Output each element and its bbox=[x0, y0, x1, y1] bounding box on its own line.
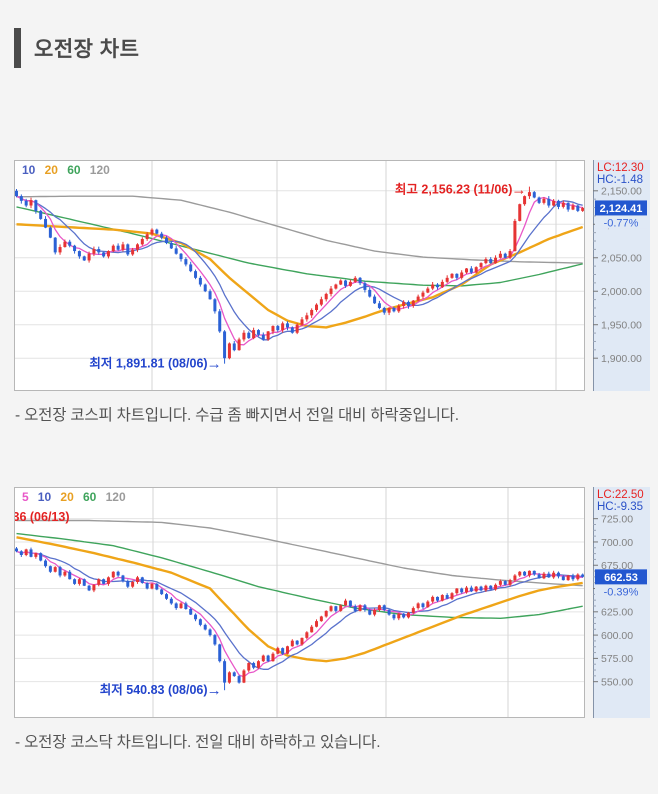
svg-text:600.00: 600.00 bbox=[601, 630, 633, 642]
kosdaq-caption: - 오전장 코스닥 차트입니다. 전일 대비 하락하고 있습니다. bbox=[15, 734, 381, 751]
svg-text:2,050.00: 2,050.00 bbox=[601, 253, 642, 265]
svg-text:550.00: 550.00 bbox=[601, 676, 633, 688]
svg-text:1,950.00: 1,950.00 bbox=[601, 320, 642, 332]
svg-text:120: 120 bbox=[106, 490, 126, 504]
svg-text:LC:22.50: LC:22.50 bbox=[597, 489, 644, 501]
kospi-candlestick-chart: →최고 2,156.23 (11/06)→최저 1,891.81 (08/06)… bbox=[14, 160, 650, 391]
svg-text:HC:-9.35: HC:-9.35 bbox=[597, 501, 643, 513]
svg-text:HC:-1.48: HC:-1.48 bbox=[597, 174, 643, 186]
kospi-caption: - 오전장 코스피 차트입니다. 수급 좀 빠지면서 전일 대비 하락중입니다. bbox=[15, 407, 459, 424]
svg-text:625.00: 625.00 bbox=[601, 607, 633, 619]
svg-text:2,000.00: 2,000.00 bbox=[601, 286, 642, 298]
svg-text:-0.77%: -0.77% bbox=[604, 217, 639, 229]
title-accent-bar bbox=[14, 28, 21, 68]
svg-text:1,900.00: 1,900.00 bbox=[601, 353, 642, 365]
svg-text:120: 120 bbox=[90, 163, 110, 177]
page-title-block: 오전장 차트 bbox=[14, 28, 139, 68]
page-title: 오전장 차트 bbox=[34, 38, 140, 61]
svg-text:-0.39%: -0.39% bbox=[604, 586, 639, 598]
svg-text:60: 60 bbox=[83, 490, 97, 504]
kosdaq-chart-figure: 36 (06/13) → 최저 540.83 (08/06) 5 10 20 60 120 72… bbox=[14, 487, 650, 718]
kosdaq-candlestick-chart: 36 (06/13) →최저 540.83 (08/06) 5 10 20 60 120 72… bbox=[14, 487, 650, 718]
svg-text:LC:12.30: LC:12.30 bbox=[597, 162, 644, 174]
svg-text:10: 10 bbox=[22, 163, 36, 177]
svg-text:최저 1,891.81 (08/06): 최저 1,891.81 (08/06) bbox=[89, 356, 207, 371]
svg-text:2,150.00: 2,150.00 bbox=[601, 186, 642, 198]
svg-text:700.00: 700.00 bbox=[601, 537, 633, 549]
svg-text:662.53: 662.53 bbox=[604, 572, 638, 584]
kospi-chart-figure: → 최고 2,156.23 (11/06) → 최저 1,891.81 (08/06)… bbox=[14, 160, 650, 391]
svg-text:36 (06/13): 36 (06/13) bbox=[14, 510, 69, 524]
svg-text:2,124.41: 2,124.41 bbox=[600, 203, 643, 215]
svg-text:725.00: 725.00 bbox=[601, 513, 633, 525]
svg-text:575.00: 575.00 bbox=[601, 653, 633, 665]
svg-text:→: → bbox=[511, 181, 526, 198]
svg-text:20: 20 bbox=[60, 490, 74, 504]
svg-text:최저 540.83 (08/06): 최저 540.83 (08/06) bbox=[100, 682, 208, 697]
svg-text:675.00: 675.00 bbox=[601, 560, 633, 572]
svg-text:10: 10 bbox=[38, 490, 52, 504]
svg-text:→: → bbox=[207, 356, 222, 373]
svg-text:→: → bbox=[207, 682, 222, 699]
svg-text:20: 20 bbox=[45, 163, 59, 177]
svg-text:최고 2,156.23 (11/06): 최고 2,156.23 (11/06) bbox=[395, 181, 513, 196]
svg-text:60: 60 bbox=[67, 163, 81, 177]
svg-text:5: 5 bbox=[22, 490, 29, 504]
